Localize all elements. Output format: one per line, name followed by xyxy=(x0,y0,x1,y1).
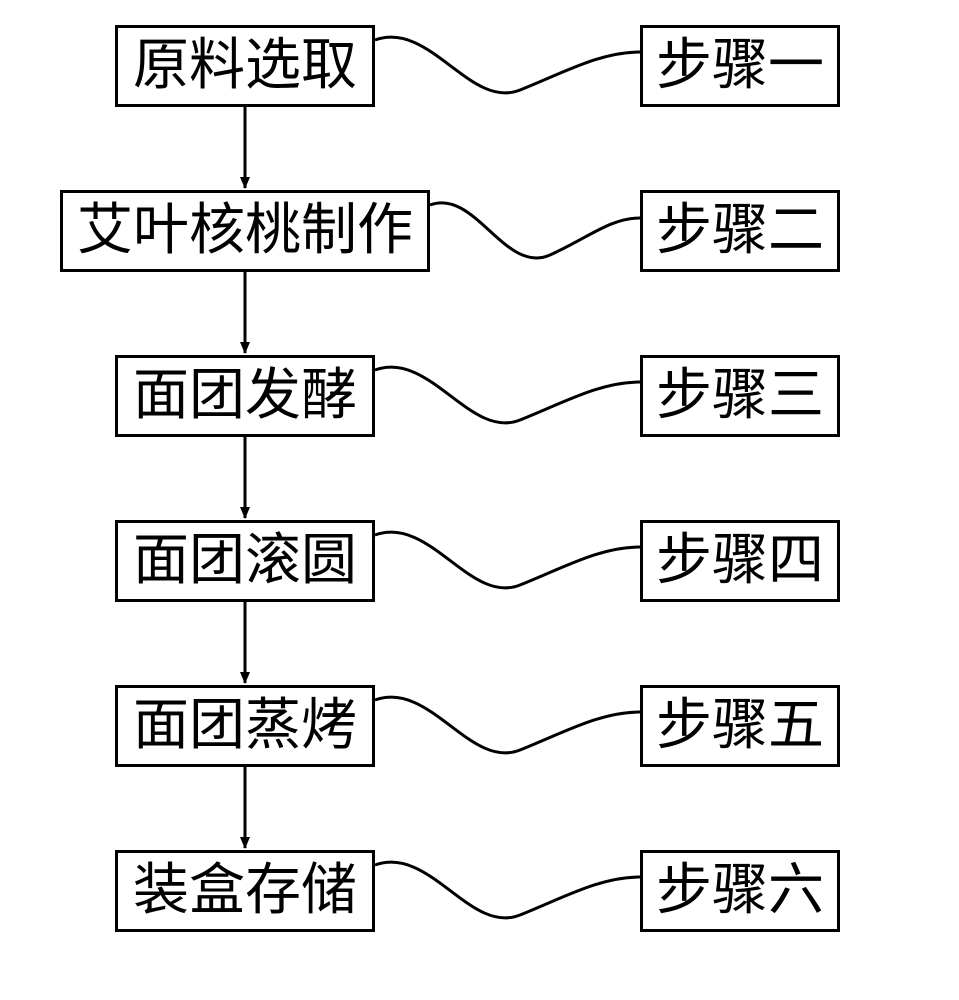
wavy-connector xyxy=(375,367,640,423)
step-label: 步骤六 xyxy=(656,863,824,919)
process-label: 面团发酵 xyxy=(133,368,357,424)
process-label: 面团蒸烤 xyxy=(133,698,357,754)
process-label: 装盒存储 xyxy=(133,863,357,919)
step-box: 步骤三 xyxy=(640,355,840,437)
step-label: 步骤四 xyxy=(656,533,824,589)
wavy-connector xyxy=(375,37,640,93)
process-box: 原料选取 xyxy=(115,25,375,107)
process-label: 艾叶核桃制作 xyxy=(77,203,413,259)
process-box: 装盒存储 xyxy=(115,850,375,932)
step-box: 步骤一 xyxy=(640,25,840,107)
step-box: 步骤五 xyxy=(640,685,840,767)
step-box: 步骤六 xyxy=(640,850,840,932)
wavy-connector xyxy=(375,862,640,918)
step-label: 步骤五 xyxy=(656,698,824,754)
process-box: 艾叶核桃制作 xyxy=(60,190,430,272)
wavy-connector xyxy=(375,532,640,588)
wavy-connector-group xyxy=(375,37,640,918)
wavy-connector xyxy=(375,697,640,753)
flowchart: 原料选取 步骤一 艾叶核桃制作 步骤二 面团发酵 步骤三 面团滚圆 步骤四 面团… xyxy=(0,0,959,1000)
process-box: 面团发酵 xyxy=(115,355,375,437)
step-label: 步骤一 xyxy=(656,38,824,94)
step-label: 步骤三 xyxy=(656,368,824,424)
step-label: 步骤二 xyxy=(656,203,824,259)
process-label: 原料选取 xyxy=(133,38,357,94)
process-box: 面团滚圆 xyxy=(115,520,375,602)
wavy-connector xyxy=(430,203,640,258)
process-box: 面团蒸烤 xyxy=(115,685,375,767)
step-box: 步骤四 xyxy=(640,520,840,602)
step-box: 步骤二 xyxy=(640,190,840,272)
process-label: 面团滚圆 xyxy=(133,533,357,589)
